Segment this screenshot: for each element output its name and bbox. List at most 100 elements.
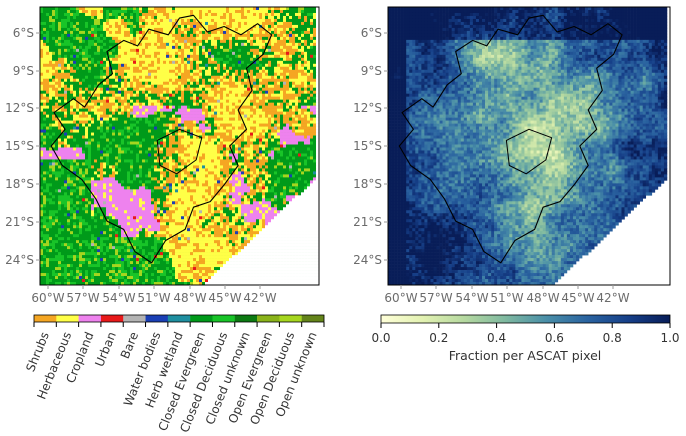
landcover-cell [127,51,131,56]
landcover-cell [256,9,260,14]
landcover-cell [310,126,314,130]
landcover-cell [307,69,311,74]
landcover-cell [280,42,284,47]
landcover-cell [178,123,182,127]
landcover-cell [148,30,152,35]
landcover-cell [49,114,53,118]
landcover-cell [124,111,128,115]
landcover-cell [172,57,176,62]
landcover-cell [46,42,50,47]
landcover-cell [292,126,296,130]
landcover-cell [283,63,287,68]
landcover-cell [295,69,299,74]
landcover-cell [274,60,278,65]
landcover-cell [211,117,215,121]
landcover-cell [145,90,149,94]
landcover-cell [313,147,317,151]
landcover-cell [166,12,170,17]
landcover-cell [265,129,269,133]
landcover-cell [139,69,143,74]
landcover-cell [277,36,281,41]
landcover-cell [136,54,140,59]
landcover-cell [91,42,95,47]
landcover-cell [88,90,92,94]
landcover-cell [193,63,197,68]
landcover-cell [115,48,119,53]
landcover-cell [157,135,161,139]
landcover-cell [274,39,278,44]
landcover-cell [280,12,284,17]
landcover-cell [190,30,194,35]
landcover-cell [157,60,161,65]
landcover-cell [118,15,122,20]
landcover-cell [295,30,299,35]
landcover-cell [208,81,212,86]
landcover-cell [136,144,140,148]
landcover-cell [52,126,56,130]
landcover-cell [43,111,47,115]
landcover-cell [103,120,107,124]
landcover-cell [139,60,143,65]
landcover-cell [289,51,293,56]
landcover-cell [193,72,197,77]
landcover-cell [301,147,305,151]
landcover-cell [262,18,266,23]
landcover-cell [118,114,122,118]
landcover-cell [103,99,107,103]
landcover-cell [127,150,131,154]
landcover-cell [79,96,83,100]
landcover-cell [289,150,293,154]
landcover-cell [211,123,215,127]
landcover-cell [313,39,317,44]
landcover-cell [172,141,176,145]
landcover-cell [295,75,299,80]
landcover-cell [91,108,95,112]
landcover-cell [313,162,317,166]
landcover-cell [85,162,89,166]
landcover-cell [169,78,173,83]
landcover-cell [190,90,194,94]
landcover-cell [289,114,293,118]
landcover-cell [73,84,77,89]
landcover-nodata-cell [316,93,319,97]
landcover-cell [184,51,188,56]
landcover-cell [184,144,188,148]
landcover-cell [166,42,170,47]
landcover-cell [109,30,113,35]
landcover-cell [40,114,44,118]
landcover-cell [94,90,98,94]
landcover-cell [202,162,206,166]
landcover-cell [265,141,269,145]
landcover-cell [181,147,185,151]
landcover-cell [55,60,59,65]
landcover-cell [181,108,185,112]
landcover-cell [85,9,89,14]
landcover-cell [295,159,299,163]
landcover-cell [151,93,155,97]
landcover-cell [226,15,230,20]
landcover-cell [85,126,89,130]
landcover-cell [157,12,161,17]
landcover-cell [289,132,293,136]
landcover-cell [301,120,305,124]
landcover-cell [271,60,275,65]
landcover-cell [178,129,182,133]
landcover-cell [286,15,290,20]
landcover-cell [193,54,197,59]
landcover-cell [253,129,257,133]
landcover-cell [115,153,119,157]
landcover-cell [151,69,155,74]
landcover-cell [136,7,140,11]
landcover-cell [79,117,83,121]
landcover-cell [220,117,224,121]
landcover-cell [229,45,233,50]
landcover-cell [283,132,287,136]
landcover-cell [307,39,311,44]
landcover-cell [178,39,182,44]
landcover-cell [82,90,86,94]
landcover-cell [301,30,305,35]
landcover-cell [211,105,215,109]
landcover-cell [217,159,221,163]
landcover-cell [145,132,149,136]
landcover-cell [97,75,101,80]
